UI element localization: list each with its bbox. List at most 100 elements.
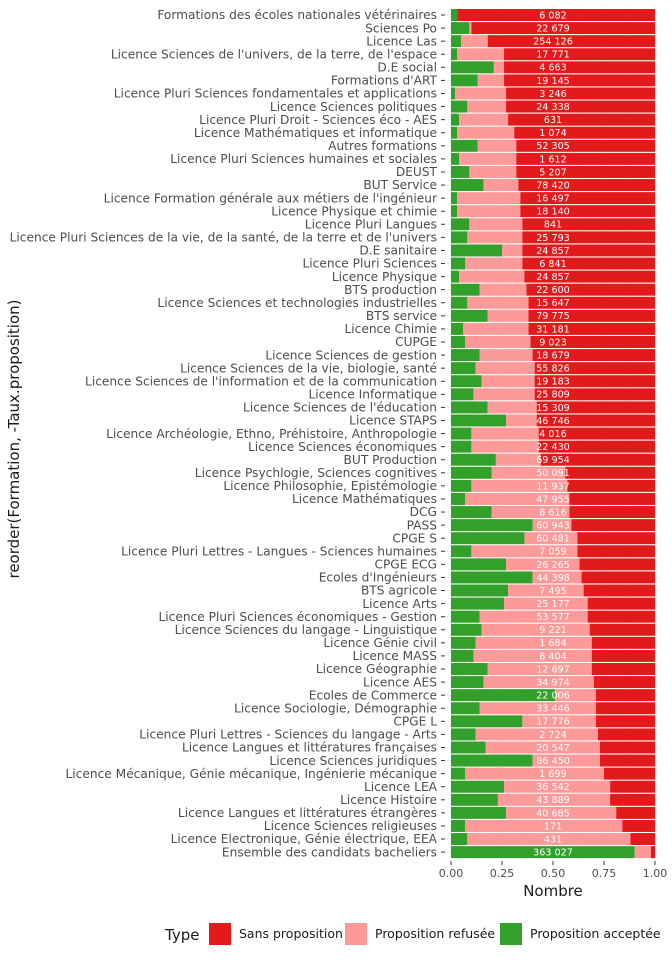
bar-refused [508, 584, 584, 597]
category-label: D.E social [377, 61, 437, 75]
bar-sans-proposition [567, 479, 655, 492]
count-labels: 6 082 22 679 254 126 17 771 4 663 19 145 3 246… [533, 10, 573, 858]
bar-sans-proposition [528, 296, 655, 309]
bar-sans-proposition [591, 663, 655, 675]
legend-swatch [500, 923, 522, 945]
bar-accepted [451, 728, 476, 741]
bar-accepted [451, 113, 460, 126]
bar-accepted [451, 388, 474, 401]
count-label: 60 943 [536, 521, 570, 532]
legend-swatch [345, 923, 367, 945]
bar-refused [465, 492, 570, 505]
bar-refused [481, 623, 590, 636]
bar-accepted [451, 532, 525, 545]
category-label: Licence Sciences de gestion [265, 348, 437, 362]
bar-sans-proposition [591, 636, 655, 649]
category-label: BTS agricole [361, 584, 437, 598]
count-label: 1 074 [539, 128, 566, 139]
bar-sans-proposition [577, 545, 655, 558]
category-label: Licence Pluri Langues [305, 217, 437, 231]
bar-accepted [451, 571, 533, 584]
count-label: 55 826 [536, 364, 570, 375]
count-label: 43 889 [536, 795, 570, 806]
bar-refused [532, 519, 572, 532]
bar-sans-proposition [595, 702, 655, 715]
category-label: Licence Sciences du langage - Linguistiq… [175, 623, 437, 637]
x-tick-label: 0.25 [490, 867, 515, 880]
bar-refused [479, 349, 533, 362]
bar-sans-proposition [534, 362, 655, 375]
bar-accepted [451, 192, 458, 205]
bar-accepted [451, 833, 468, 846]
category-label: Licence Sciences politiques [270, 100, 437, 114]
bar-accepted [451, 741, 486, 754]
bar-accepted [451, 296, 468, 309]
legend-label: Proposition refusée [375, 926, 495, 941]
category-label: Licence Sciences de l'information et de … [85, 374, 437, 388]
bar-sans-proposition [457, 9, 655, 21]
category-label: DEUST [396, 165, 438, 179]
bar-accepted [451, 35, 462, 48]
category-label: Ecoles de Commerce [309, 688, 437, 702]
bar-sans-proposition [534, 375, 655, 388]
count-label: 17 771 [536, 50, 570, 61]
bar-sans-proposition [622, 819, 655, 832]
count-label: 31 181 [536, 324, 570, 335]
bar-accepted [451, 61, 494, 74]
count-label: 7 059 [539, 547, 566, 558]
category-label: Licence Sciences religieuses [264, 819, 437, 833]
bar-refused [461, 35, 488, 48]
count-label: 69 954 [536, 455, 570, 466]
bar-sans-proposition [610, 780, 655, 793]
category-label: Licence Archéologie, Ethno, Préhistoire,… [106, 427, 437, 441]
bar-accepted [451, 401, 488, 414]
category-label: Licence Mathématiques et informatique [194, 126, 437, 140]
bar-sans-proposition [583, 584, 655, 597]
count-label: 33 446 [536, 704, 570, 715]
bar-refused [506, 558, 580, 571]
bar-sans-proposition [595, 689, 655, 702]
bar-sans-proposition [587, 610, 655, 623]
bar-sans-proposition [540, 453, 655, 466]
bar-sans-proposition [520, 192, 655, 205]
count-label: 9 023 [539, 337, 566, 348]
count-label: 47 955 [536, 494, 570, 505]
count-label: 3 246 [539, 89, 566, 100]
count-label: 22 679 [536, 23, 570, 34]
bar-sans-proposition [538, 440, 655, 453]
bar-refused [473, 388, 535, 401]
count-label: 5 207 [539, 167, 566, 178]
bar-accepted [451, 257, 466, 270]
count-label: 22 600 [536, 285, 570, 296]
bar-sans-proposition [536, 401, 655, 414]
bar-sans-proposition [514, 126, 655, 139]
bar-sans-proposition [532, 349, 655, 362]
count-label: 9 221 [539, 625, 566, 636]
count-label: 36 542 [536, 782, 570, 793]
count-label: 1 684 [539, 638, 566, 649]
bar-accepted [451, 139, 478, 152]
x-tick-label: 0.00 [439, 867, 464, 880]
count-label: 6 082 [539, 10, 566, 21]
bar-refused [455, 87, 507, 100]
bar-refused [469, 22, 472, 35]
bar-accepted [451, 610, 480, 623]
bar-accepted [451, 767, 466, 780]
bar-refused [491, 466, 566, 479]
bar-refused [459, 152, 517, 165]
bar-refused [477, 74, 505, 87]
bar-accepted [451, 545, 472, 558]
bar-refused [465, 336, 531, 348]
count-label: 60 481 [536, 534, 570, 545]
category-label: Ecoles d'Ingénieurs [319, 571, 437, 585]
bar-refused [497, 793, 611, 806]
bar-refused [467, 296, 529, 309]
bar-refused [465, 819, 623, 832]
category-label: Licence Pluri Sciences humaines et socia… [170, 152, 437, 166]
bar-sans-proposition [528, 309, 655, 322]
bar-accepted [451, 636, 476, 649]
category-label: Ensemble des candidats bacheliers [222, 845, 437, 859]
x-tick-label: 0.75 [592, 867, 617, 880]
category-label: Licence Arts [362, 597, 437, 611]
bar-accepted [451, 754, 533, 767]
